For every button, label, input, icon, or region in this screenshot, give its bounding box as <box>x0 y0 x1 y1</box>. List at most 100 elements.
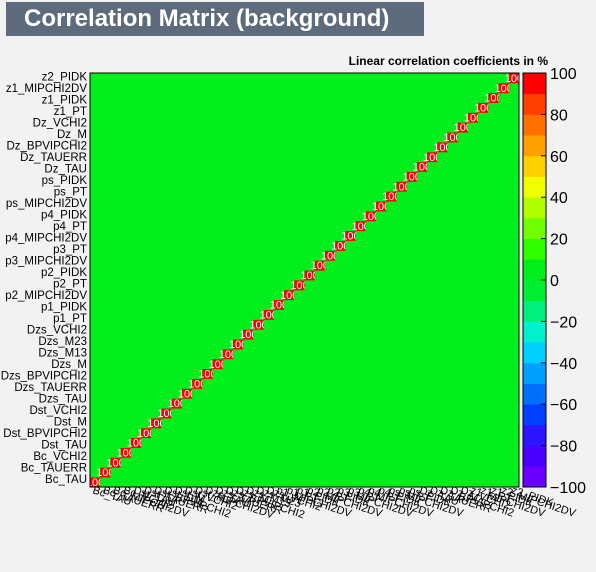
heatmap-cell <box>253 230 265 241</box>
heatmap-cell <box>141 142 152 153</box>
heatmap-cell <box>396 73 408 84</box>
heatmap-cell <box>141 171 152 182</box>
heatmap-cell <box>508 319 520 330</box>
color-scale-tick-label: −100 <box>550 480 586 497</box>
heatmap-cell <box>100 82 111 94</box>
heatmap-cell <box>100 102 111 113</box>
heatmap-cell <box>233 378 244 389</box>
heatmap-cell <box>345 388 356 399</box>
heatmap-cell <box>376 250 387 261</box>
heatmap-cell <box>376 181 387 192</box>
heatmap-cell <box>284 151 295 163</box>
heatmap-cell <box>151 112 162 123</box>
heatmap-cell <box>457 280 469 291</box>
heatmap-cell <box>110 260 122 271</box>
heatmap-cell <box>488 319 499 330</box>
heatmap-cell <box>171 299 183 310</box>
y-axis-labels: Bc_TAUBc_TAUERRBc_VCHI2Dst_TAUDst_BPVIPC… <box>1 71 88 486</box>
heatmap-cell <box>294 102 305 113</box>
heatmap-cell <box>253 211 265 222</box>
heatmap-cell <box>181 398 193 409</box>
heatmap-cell <box>202 467 213 478</box>
heatmap-cell <box>406 418 418 429</box>
heatmap-cell <box>447 220 459 232</box>
heatmap-cell <box>284 132 295 143</box>
cell-value-label: 100 <box>433 142 451 154</box>
heatmap-cell <box>273 309 285 320</box>
heatmap-cell <box>120 102 132 113</box>
heatmap-cell <box>457 73 469 84</box>
heatmap-cell <box>161 378 173 389</box>
heatmap-cell <box>324 408 336 419</box>
heatmap-cell <box>447 171 459 182</box>
heatmap-cell <box>478 280 489 291</box>
heatmap-cell <box>376 299 387 310</box>
heatmap-cell <box>161 309 173 320</box>
heatmap-cell <box>171 201 183 212</box>
heatmap-cell <box>212 280 224 291</box>
heatmap-cell <box>192 467 203 478</box>
heatmap-cell <box>141 378 152 389</box>
heatmap-cell <box>120 73 132 84</box>
heatmap-cell <box>365 339 377 350</box>
heatmap-cell <box>467 437 479 448</box>
heatmap-cell <box>284 427 295 439</box>
heatmap-cell <box>263 181 275 192</box>
color-scale-segment <box>523 280 546 302</box>
heatmap-cell <box>437 457 448 468</box>
heatmap-cell <box>447 427 459 439</box>
heatmap-cell <box>161 82 173 94</box>
heatmap-cell <box>141 329 152 340</box>
heatmap-cell <box>130 339 142 350</box>
heatmap-cell <box>437 122 448 133</box>
heatmap-cell <box>406 102 418 113</box>
heatmap-cell <box>141 457 152 468</box>
heatmap-cell <box>396 230 408 241</box>
heatmap-cell <box>498 230 510 241</box>
heatmap-cell <box>345 250 356 261</box>
heatmap-cell <box>386 132 397 143</box>
heatmap-cell <box>233 260 244 271</box>
heatmap-cell <box>222 230 234 241</box>
heatmap-cell <box>253 408 265 419</box>
heatmap-cell <box>212 230 224 241</box>
chart-title: Correlation Matrix (background) <box>6 2 424 36</box>
heatmap-cell <box>488 250 499 261</box>
heatmap-cell <box>233 447 244 458</box>
heatmap-cell <box>141 349 152 360</box>
heatmap-cell <box>222 378 234 389</box>
heatmap-cell <box>253 201 265 212</box>
heatmap-cell <box>376 388 387 399</box>
heatmap-cell <box>90 280 101 291</box>
heatmap-cell <box>355 437 367 448</box>
heatmap-cell <box>437 92 448 103</box>
heatmap-cell <box>130 309 142 320</box>
heatmap-cell <box>181 309 193 320</box>
heatmap-cell <box>488 299 499 310</box>
heatmap-cell <box>386 398 397 409</box>
heatmap-cell <box>355 230 367 241</box>
heatmap-cell <box>488 201 499 212</box>
heatmap-cell <box>467 299 479 310</box>
heatmap-cell <box>508 398 520 409</box>
heatmap-cell <box>161 211 173 222</box>
heatmap-cell <box>386 329 397 340</box>
heatmap-cell <box>120 240 132 251</box>
heatmap-cell <box>314 201 326 212</box>
heatmap-cell <box>171 220 183 232</box>
heatmap-cell <box>233 329 244 340</box>
heatmap-cell <box>110 329 122 340</box>
heatmap-cell <box>457 299 469 310</box>
heatmap-cell <box>416 437 428 448</box>
heatmap-cell <box>376 477 387 488</box>
heatmap-cell <box>345 408 356 419</box>
heatmap-cell <box>365 477 377 488</box>
heatmap-cell <box>478 358 489 370</box>
heatmap-cell <box>212 82 224 94</box>
heatmap-cell <box>447 122 459 133</box>
heatmap-cell <box>314 408 326 419</box>
heatmap-cell <box>376 368 387 379</box>
heatmap-cell-diagonal <box>212 358 224 370</box>
heatmap-cell <box>365 299 377 310</box>
heatmap-cell <box>284 378 295 389</box>
